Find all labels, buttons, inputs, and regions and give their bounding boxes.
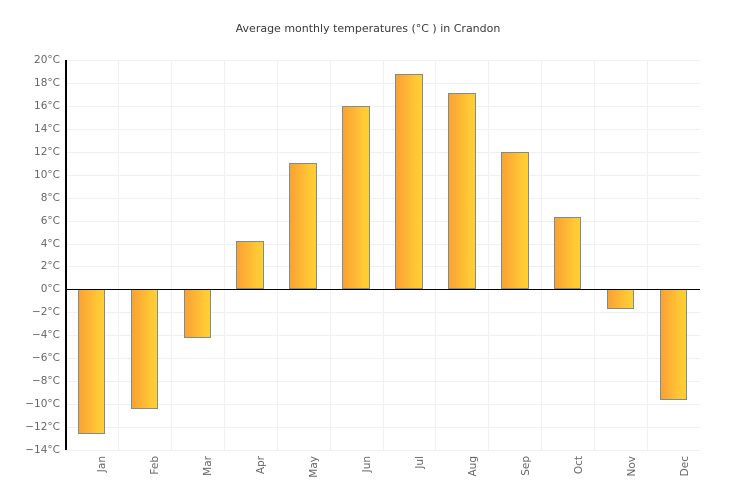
x-axis-tick-label-nov: Nov [625, 456, 638, 477]
gridline-vertical [541, 60, 543, 450]
bar-aug[interactable] [448, 93, 476, 290]
chart-title: Average monthly temperatures (°C ) in Cr… [235, 22, 501, 35]
bar-sep[interactable] [501, 151, 529, 290]
x-axis-tick-label-feb: Feb [149, 456, 162, 475]
y-axis-tick-label: −6°C [31, 352, 60, 365]
y-axis-tick-label: −2°C [31, 306, 60, 319]
x-axis-tick-label-jul: Jul [413, 456, 426, 469]
gridline-vertical [382, 60, 384, 450]
y-axis-tick-label: −12°C [25, 421, 60, 434]
x-axis-tick-label-apr: Apr [255, 456, 268, 475]
x-axis-tick-label-may: May [308, 456, 321, 478]
gridline-vertical [276, 60, 278, 450]
bar-feb[interactable] [130, 289, 159, 409]
y-axis-tick-label: 20°C [34, 54, 60, 66]
y-axis-tick-label: 18°C [34, 76, 60, 89]
gridline-vertical [647, 60, 649, 450]
bar-oct[interactable] [553, 217, 582, 290]
y-axis-tick-label: 2°C [40, 260, 60, 273]
y-axis-tick-label: 6°C [40, 214, 60, 227]
y-axis-tick-label: 4°C [40, 237, 60, 250]
y-axis-tick-label: −4°C [31, 329, 60, 342]
x-axis-tick-label-mar: Mar [202, 456, 215, 476]
x-axis-tick-label-oct: Oct [572, 456, 585, 475]
y-axis-tick-label: −8°C [31, 375, 60, 388]
y-axis-tick-label: 12°C [34, 145, 60, 158]
y-axis-tick-label: 0°C [40, 283, 60, 296]
y-axis-tick-label: 16°C [34, 99, 60, 112]
gridline-horizontal [65, 450, 700, 451]
x-axis-tick-label-jun: Jun [361, 456, 374, 473]
gridline-vertical [117, 60, 119, 450]
bar-apr[interactable] [236, 241, 264, 290]
bar-jul[interactable] [395, 73, 423, 290]
y-axis-tick-label: 8°C [40, 191, 60, 204]
y-axis-tick-label: −14°C [25, 444, 60, 456]
x-axis-tick-label-dec: Dec [678, 456, 691, 477]
gridline-vertical [435, 60, 437, 450]
x-axis-tick-label-aug: Aug [466, 456, 479, 477]
x-axis-tick-label-jan: Jan [96, 456, 109, 473]
zero-baseline [65, 288, 700, 291]
gridline-vertical [594, 60, 596, 450]
y-axis-tick-label: 14°C [34, 122, 60, 135]
bar-dec[interactable] [659, 289, 688, 400]
gridline-vertical [488, 60, 490, 450]
y-axis-tick-label: −10°C [25, 398, 60, 411]
gridline-vertical [329, 60, 331, 450]
bar-mar[interactable] [183, 289, 212, 338]
y-axis-tick-label: 10°C [34, 168, 60, 181]
gridline-vertical [223, 60, 225, 450]
plot-area [65, 60, 700, 451]
x-axis-tick-label-sep: Sep [519, 456, 532, 476]
bar-nov[interactable] [606, 289, 635, 309]
bar-may[interactable] [289, 163, 317, 290]
bar-jun[interactable] [342, 105, 370, 290]
y-axis-tick-labels: 20°C 18°C 16°C 14°C 12°C 10°C 8°C 6°C 4°C 2°C 0°C −… [0, 0, 60, 500]
gridline-vertical [170, 60, 172, 450]
y-axis-spine [65, 60, 67, 450]
bar-jan[interactable] [77, 289, 106, 434]
